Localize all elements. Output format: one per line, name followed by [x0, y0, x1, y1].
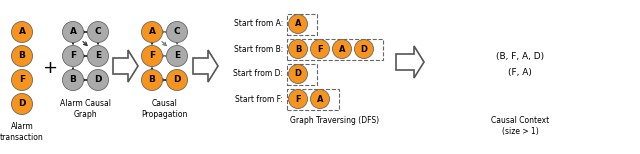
Circle shape: [289, 14, 307, 34]
Text: E: E: [95, 51, 101, 61]
Text: B: B: [295, 45, 301, 53]
Circle shape: [289, 65, 307, 83]
Circle shape: [310, 39, 330, 59]
Text: F: F: [295, 95, 301, 103]
Circle shape: [141, 45, 163, 67]
Circle shape: [333, 39, 351, 59]
Text: +: +: [42, 59, 58, 77]
Circle shape: [12, 22, 33, 43]
Circle shape: [12, 45, 33, 67]
Text: A: A: [317, 95, 323, 103]
Text: (F, A): (F, A): [508, 67, 532, 77]
Text: Start from D:: Start from D:: [233, 69, 283, 79]
Text: Alarm
transaction: Alarm transaction: [0, 122, 44, 142]
Circle shape: [355, 39, 374, 59]
Text: C: C: [173, 28, 180, 36]
Polygon shape: [193, 50, 218, 82]
Text: F: F: [149, 51, 155, 61]
Circle shape: [141, 69, 163, 91]
Text: E: E: [174, 51, 180, 61]
Circle shape: [88, 22, 109, 43]
Text: D: D: [173, 75, 180, 85]
Text: (B, F, A, D): (B, F, A, D): [496, 53, 544, 61]
Circle shape: [12, 69, 33, 91]
Text: D: D: [294, 69, 301, 79]
Text: B: B: [70, 75, 76, 85]
Circle shape: [289, 89, 307, 109]
Text: Causal Context
(size > 1): Causal Context (size > 1): [491, 116, 549, 136]
Text: F: F: [317, 45, 323, 53]
Text: D: D: [94, 75, 102, 85]
Text: B: B: [148, 75, 156, 85]
Text: A: A: [295, 20, 301, 28]
Text: A: A: [339, 45, 345, 53]
Circle shape: [63, 22, 83, 43]
Text: D: D: [360, 45, 367, 53]
Text: Start from F:: Start from F:: [235, 95, 283, 103]
Text: A: A: [19, 28, 26, 36]
Text: F: F: [70, 51, 76, 61]
Circle shape: [166, 69, 188, 91]
Text: Causal
Propagation: Causal Propagation: [141, 99, 188, 119]
Text: Start from A:: Start from A:: [234, 20, 283, 28]
Circle shape: [166, 22, 188, 43]
Circle shape: [166, 45, 188, 67]
Text: Start from B:: Start from B:: [234, 45, 283, 53]
Circle shape: [63, 69, 83, 91]
Text: B: B: [19, 51, 26, 61]
Circle shape: [12, 93, 33, 115]
Circle shape: [88, 45, 109, 67]
Polygon shape: [396, 46, 424, 78]
Polygon shape: [113, 50, 138, 82]
Text: Alarm Causal
Graph: Alarm Causal Graph: [60, 99, 111, 119]
Circle shape: [88, 69, 109, 91]
Text: C: C: [95, 28, 101, 36]
Circle shape: [141, 22, 163, 43]
Text: D: D: [19, 99, 26, 109]
Text: A: A: [70, 28, 77, 36]
Text: Graph Traversing (DFS): Graph Traversing (DFS): [291, 116, 380, 125]
Circle shape: [310, 89, 330, 109]
Text: F: F: [19, 75, 25, 85]
Text: A: A: [148, 28, 156, 36]
Circle shape: [289, 39, 307, 59]
Circle shape: [63, 45, 83, 67]
